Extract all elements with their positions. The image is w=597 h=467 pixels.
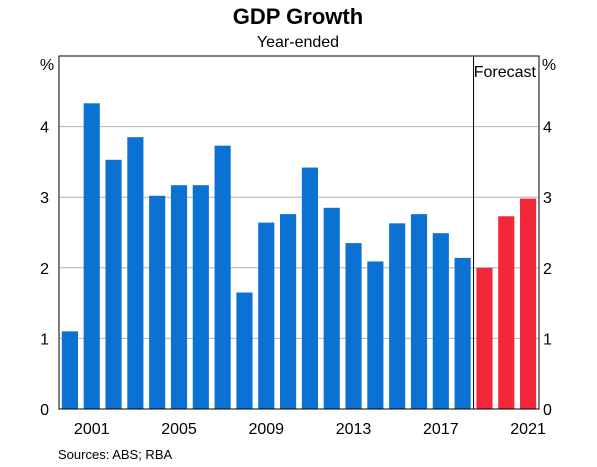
bar-actual-2016 xyxy=(410,214,428,409)
x-tick-2021: 2021 xyxy=(510,421,546,438)
bar-actual-2018 xyxy=(454,257,471,409)
bar-forecast-2019 xyxy=(476,267,493,409)
bar-actual-2008 xyxy=(236,292,253,409)
y-tick-right-0: 0 xyxy=(543,402,552,419)
bar-forecast-2020 xyxy=(498,216,515,409)
bar-actual-2004 xyxy=(149,195,166,409)
y-tick-right-4: 4 xyxy=(543,120,552,137)
bar-actual-2005 xyxy=(170,185,188,409)
x-tick-2009: 2009 xyxy=(248,421,284,438)
forecast-label: Forecast xyxy=(474,64,537,81)
bar-forecast-2021 xyxy=(520,198,537,409)
bar-actual-2000 xyxy=(61,331,78,409)
y-unit-left: % xyxy=(40,57,54,74)
y-tick-right-3: 3 xyxy=(543,190,552,207)
x-tick-2005: 2005 xyxy=(161,421,197,438)
bar-actual-2006 xyxy=(192,185,209,409)
bar-actual-2011 xyxy=(301,167,318,409)
bar-actual-2013 xyxy=(345,243,362,409)
bar-actual-2007 xyxy=(214,145,231,410)
chart-title: GDP Growth xyxy=(233,4,363,29)
plot-area-frame xyxy=(58,55,540,410)
bar-actual-2003 xyxy=(127,137,144,409)
source-note: Sources: ABS; RBA xyxy=(58,447,172,462)
bar-actual-2017 xyxy=(432,233,449,409)
bar-actual-2012 xyxy=(323,207,340,409)
bars xyxy=(61,103,537,410)
y-tick-left-0: 0 xyxy=(40,402,49,419)
y-tick-left-4: 4 xyxy=(40,120,49,137)
bar-actual-2002 xyxy=(105,159,122,409)
y-tick-right-2: 2 xyxy=(543,261,552,278)
y-tick-left-3: 3 xyxy=(40,190,49,207)
x-tick-2001: 2001 xyxy=(74,421,110,438)
x-tick-2017: 2017 xyxy=(423,421,459,438)
x-tick-labels: 2001 2005 2009 2013 2017 2021 xyxy=(74,421,546,438)
y-unit-right: % xyxy=(542,57,556,74)
bar-actual-2014 xyxy=(367,261,384,409)
bar-actual-2001 xyxy=(83,103,100,409)
bar-actual-2015 xyxy=(389,223,406,409)
bar-actual-2010 xyxy=(280,214,297,409)
bar-actual-2009 xyxy=(258,222,275,409)
y-tick-left-1: 1 xyxy=(40,331,49,348)
y-tick-labels: 0 0 1 1 2 2 3 3 4 4 xyxy=(40,120,552,419)
y-tick-right-1: 1 xyxy=(543,331,552,348)
x-tick-2013: 2013 xyxy=(336,421,372,438)
y-tick-left-2: 2 xyxy=(40,261,49,278)
chart-subtitle: Year-ended xyxy=(257,34,339,51)
